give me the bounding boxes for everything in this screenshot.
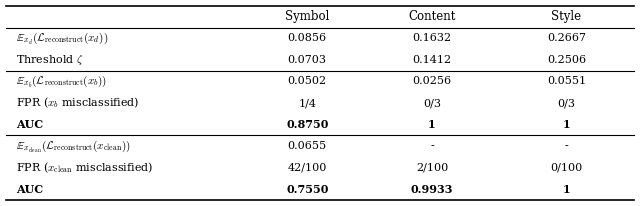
Text: -: - (564, 141, 568, 151)
Text: -: - (430, 141, 434, 151)
Text: 0.0551: 0.0551 (547, 76, 586, 87)
Text: AUC: AUC (16, 119, 43, 130)
Text: FPR ($x_{\mathrm{clean}}$ misclassified): FPR ($x_{\mathrm{clean}}$ misclassified) (16, 160, 154, 175)
Text: 1: 1 (563, 184, 570, 194)
Text: $\mathbb{E}_{x_b}(\mathcal{L}_{\mathrm{reconstruct}}(x_b))$: $\mathbb{E}_{x_b}(\mathcal{L}_{\mathrm{r… (16, 74, 107, 89)
Text: Threshold $\zeta$: Threshold $\zeta$ (16, 53, 84, 67)
Text: AUC: AUC (16, 184, 43, 194)
Text: $\mathbb{E}_{x_{\mathrm{clean}}}(\mathcal{L}_{\mathrm{reconstruct}}(x_{\mathrm{c: $\mathbb{E}_{x_{\mathrm{clean}}}(\mathca… (16, 138, 131, 154)
Text: 0.1632: 0.1632 (412, 33, 452, 43)
Text: Symbol: Symbol (285, 11, 330, 23)
Text: 0.2506: 0.2506 (547, 55, 586, 65)
Text: Style: Style (551, 11, 582, 23)
Text: 0/100: 0/100 (550, 163, 582, 173)
Text: 0/3: 0/3 (557, 98, 575, 108)
Text: 0.0502: 0.0502 (287, 76, 327, 87)
Text: 0.0703: 0.0703 (288, 55, 326, 65)
Text: 0.2667: 0.2667 (547, 33, 586, 43)
Text: 0.9933: 0.9933 (411, 184, 453, 194)
Text: 0.0655: 0.0655 (287, 141, 327, 151)
Text: 0.7550: 0.7550 (286, 184, 328, 194)
Text: 1/4: 1/4 (298, 98, 316, 108)
Text: 0.0856: 0.0856 (287, 33, 327, 43)
Text: $\mathbb{E}_{x_d}(\mathcal{L}_{\mathrm{reconstruct}}(x_d))$: $\mathbb{E}_{x_d}(\mathcal{L}_{\mathrm{r… (16, 31, 108, 46)
Text: 1: 1 (428, 119, 436, 130)
Text: 1: 1 (563, 119, 570, 130)
Text: Content: Content (408, 11, 456, 23)
Text: 0.8750: 0.8750 (286, 119, 328, 130)
Text: 42/100: 42/100 (287, 163, 327, 173)
Text: 0/3: 0/3 (423, 98, 441, 108)
Text: 2/100: 2/100 (416, 163, 448, 173)
Text: 0.1412: 0.1412 (412, 55, 452, 65)
Text: FPR ($x_b$ misclassified): FPR ($x_b$ misclassified) (16, 96, 140, 110)
Text: 0.0256: 0.0256 (412, 76, 452, 87)
